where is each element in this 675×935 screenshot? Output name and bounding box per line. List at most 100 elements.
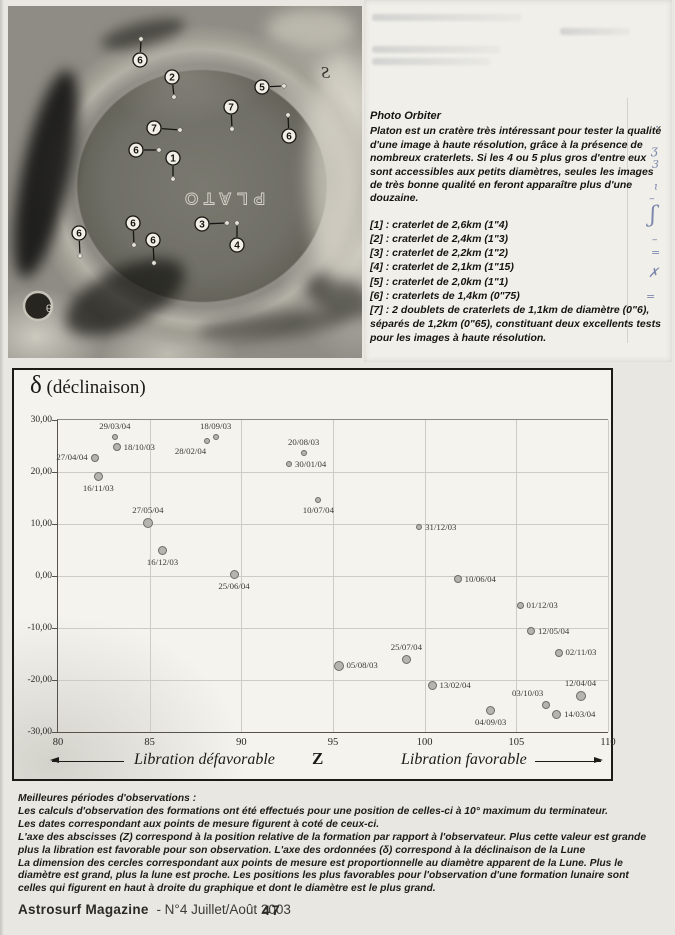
- marker-number: 2: [169, 73, 175, 84]
- craterlet-dot: [285, 112, 291, 118]
- pen-mark: ·: [655, 120, 660, 135]
- chart-point: [142, 517, 153, 528]
- marker-badge: [223, 99, 239, 115]
- photo-orbiter-section: Photo Orbiter Platon est un cratère très…: [370, 110, 666, 346]
- chart-point-label: 28/02/04: [174, 445, 207, 456]
- craterlet-dot: [224, 220, 230, 226]
- chart-point-label: 27/05/04: [132, 504, 164, 515]
- marker-number: 6: [130, 219, 136, 230]
- chart-point-label: 05/08/03: [346, 660, 378, 671]
- delta-symbol: δ: [30, 372, 42, 399]
- craterlet-dot: [138, 36, 144, 42]
- chart-point-label: 01/12/03: [526, 599, 558, 610]
- crater-rim-highlight: [308, 52, 362, 282]
- marker-number: 5: [259, 83, 265, 94]
- bleedthrough-smudge: [372, 46, 500, 53]
- notes-line: L'axe des abscisses (Z) correspond à la …: [18, 831, 647, 843]
- pen-mark: –: [652, 233, 658, 246]
- marker-number: 6: [133, 146, 139, 157]
- y-tick-label: -20,00: [27, 674, 52, 685]
- gridline: [424, 420, 426, 732]
- marker-badge: [165, 150, 181, 166]
- x-tick-label: 90: [236, 737, 247, 748]
- small-crater: [22, 290, 54, 322]
- marker-leader-line: [230, 114, 233, 127]
- marker-badge: [71, 225, 87, 241]
- marker-number: 6: [150, 236, 156, 247]
- page-footer: Astrosurf Magazine - N°4 Juillet/Août 20…: [18, 902, 291, 918]
- gridline: [149, 420, 151, 732]
- issue-label: - N°4 Juillet/Août 2003: [156, 902, 291, 917]
- craterlet-dot: [77, 253, 83, 259]
- chart-point-label: 10/07/04: [302, 505, 334, 516]
- marker-badge: [146, 120, 162, 136]
- pen-mark: =: [646, 290, 656, 303]
- plot-area: 30,00 20,00 10,00 0,00 -10,00 -20,00 -30,00 80 8…: [27, 415, 615, 749]
- chart-point: [212, 434, 219, 441]
- page-number: 47: [262, 902, 282, 918]
- marker-badge: [254, 79, 270, 95]
- crater-name-label: PLATO: [179, 189, 265, 208]
- chart-point-label: 25/07/04: [390, 641, 422, 652]
- chart-point-label: 31/12/03: [425, 521, 457, 532]
- chart-point-label: 25/06/04: [218, 580, 250, 591]
- marker-leader-line: [172, 84, 175, 95]
- craterlet-list-item: [7] : 2 doublets de craterlets de 1,1km …: [370, 304, 661, 345]
- left-arrow-icon: [50, 757, 124, 763]
- craterlet-dot: [281, 83, 287, 89]
- craterlet-list-item: [5] : craterlet de 2,0km (1"1): [370, 275, 509, 288]
- craterlet-dot: [151, 260, 157, 266]
- craterlet-list-item: [2] : craterlet de 2,4km (1"3): [370, 233, 509, 246]
- chart-point-label: 20/08/03: [288, 436, 320, 447]
- pen-mark: ɩ: [654, 180, 659, 193]
- chart-point-label: 27/04/04: [56, 452, 88, 463]
- chart-point-label: 29/03/04: [99, 421, 131, 432]
- scan-edge-shadow: [0, 0, 4, 935]
- marker-number: 1: [170, 154, 176, 165]
- chart-point-label: 16/12/03: [146, 556, 179, 567]
- craterlet-dot: [177, 127, 183, 133]
- chart-point: [90, 453, 99, 462]
- notes-heading: Meilleures périodes d'observations :: [18, 793, 197, 804]
- pen-mark: =: [651, 246, 661, 259]
- marker-leader-line: [152, 247, 155, 261]
- chart-point: [93, 471, 103, 481]
- photo-annotation-overlay: PLATO 9 S 6 2 5 7 6 7 6 1 3 4 6 6 6: [22, 36, 330, 322]
- magazine-name: Astrosurf Magazine: [18, 902, 149, 917]
- y-tick: [52, 628, 58, 629]
- x-axis-symbol: Z: [312, 749, 324, 768]
- pen-mark: –: [649, 192, 655, 205]
- chart-point-label: 30/01/04: [295, 458, 327, 469]
- y-tick: [52, 576, 58, 577]
- marker-badge: [125, 215, 141, 231]
- marker-leader-line: [161, 127, 178, 131]
- chart-point: [111, 434, 118, 441]
- photo-orbiter-paragraph: Platon est un cratère très intéressant p…: [370, 125, 662, 205]
- y-tick-label: -10,00: [27, 622, 52, 633]
- chart-point: [516, 601, 524, 609]
- chart-point: [333, 660, 344, 671]
- chart-point-label: 12/05/04: [538, 625, 570, 636]
- page-crease: [627, 98, 628, 343]
- chart-point-label: 14/03/04: [564, 709, 596, 720]
- chart-point: [203, 437, 210, 444]
- chart-point: [315, 497, 322, 504]
- gridline: [241, 420, 243, 732]
- bleedthrough-smudge: [560, 28, 630, 35]
- marker-badge: [281, 128, 297, 144]
- x-tick-label: 85: [144, 737, 155, 748]
- gridline: [333, 420, 334, 732]
- craterlet-dot: [234, 220, 240, 226]
- chart-point: [427, 680, 437, 690]
- marker-leader-line: [209, 222, 225, 225]
- chart-point: [554, 648, 563, 657]
- gridline: [608, 420, 609, 732]
- craterlet-dot: [156, 147, 162, 153]
- marker-leader-line: [78, 240, 81, 254]
- chart-point-label: 04/09/03: [475, 716, 507, 727]
- y-tick-label: -30,00: [27, 726, 52, 737]
- chart-point-label: 18/09/03: [200, 421, 232, 432]
- craterlet-list-item: [6] : craterlets de 1,4km (0"75): [370, 289, 520, 302]
- handwritten-mark: S: [321, 63, 330, 82]
- bleedthrough-smudge: [372, 58, 490, 65]
